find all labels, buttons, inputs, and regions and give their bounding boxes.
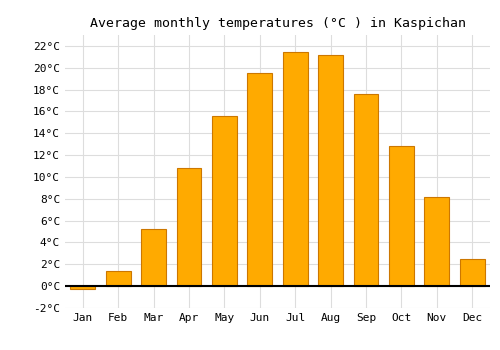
Bar (141, 229, 166, 286)
Bar (70, 286, 95, 289)
Bar (460, 259, 484, 286)
Bar (354, 94, 378, 286)
Bar (212, 116, 237, 286)
Bar (389, 146, 414, 286)
Bar (106, 271, 130, 286)
Bar (248, 73, 272, 286)
Bar (176, 168, 202, 286)
Title: Average monthly temperatures (°C ) in Kaspichan: Average monthly temperatures (°C ) in Ka… (90, 17, 466, 30)
Bar (318, 55, 343, 286)
Bar (424, 197, 450, 286)
Bar (283, 52, 308, 286)
